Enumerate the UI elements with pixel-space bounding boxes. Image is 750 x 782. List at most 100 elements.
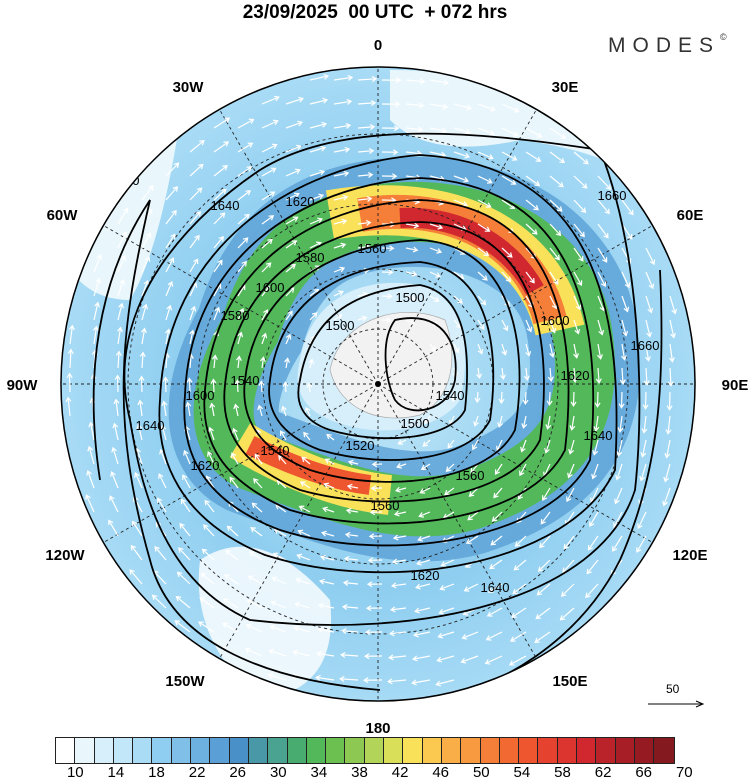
wind-arrow — [189, 163, 204, 177]
wind-arrow — [298, 505, 311, 513]
wind-arrow — [110, 470, 119, 489]
wind-arrow — [138, 375, 145, 393]
wind-arrow — [439, 583, 455, 591]
wind-arrow — [597, 223, 609, 239]
wind-arrow — [321, 530, 335, 537]
wind-arrow — [665, 415, 672, 435]
wind-arrow — [453, 127, 472, 135]
wind-arrow — [333, 290, 344, 297]
wind-arrow — [295, 577, 311, 585]
colorbar-swatch — [229, 738, 249, 763]
graticule — [61, 67, 695, 701]
wind-arrow — [211, 354, 218, 369]
wind-arrow — [333, 194, 349, 201]
colorbar-tick-label: 34 — [310, 764, 328, 781]
wind-arrow — [261, 119, 279, 129]
wind-arrow — [309, 97, 329, 105]
wind-arrow — [244, 647, 263, 657]
contour-label: 1560 — [456, 468, 485, 483]
wind-arrow — [333, 314, 343, 321]
contour-label: 1660 — [631, 338, 660, 353]
wind-arrow — [381, 317, 392, 324]
wind-arrow — [306, 382, 313, 393]
wind-arrow — [114, 374, 121, 393]
wind-arrow — [477, 127, 495, 136]
wind-arrow — [117, 302, 125, 321]
wind-arrow — [662, 487, 671, 507]
wind-arrow — [405, 222, 420, 229]
wind-arrow — [573, 199, 587, 214]
wind-arrow — [525, 343, 532, 357]
wind-vectors — [65, 73, 678, 687]
wind-arrow — [501, 151, 518, 161]
wind-arrow — [226, 525, 239, 537]
wind-arrow — [537, 559, 551, 572]
wind-arrow — [199, 597, 215, 609]
wind-arrow — [301, 456, 311, 465]
colorbar-tick-label: 14 — [107, 764, 125, 781]
wind-arrow — [65, 396, 72, 417]
wind-arrow — [477, 247, 490, 257]
wind-arrow — [285, 144, 302, 153]
wind-arrow — [525, 175, 541, 187]
wind-arrow — [381, 173, 398, 180]
wind-arrow — [525, 199, 539, 211]
contour-label: 1600 — [256, 280, 285, 295]
wind-arrow — [113, 398, 120, 417]
contour-label: 1660 — [598, 188, 627, 203]
wind-arrow — [474, 391, 481, 404]
wind-arrow — [189, 139, 205, 153]
wind-arrow — [381, 245, 395, 252]
wind-arrow — [357, 219, 372, 226]
wind-arrow — [222, 598, 239, 609]
wind-arrow — [213, 141, 230, 153]
colorbar-swatch — [519, 738, 539, 763]
wind-arrow — [595, 367, 602, 384]
wind-arrow — [117, 278, 126, 297]
wind-arrow — [568, 439, 575, 455]
wind-arrow — [477, 343, 484, 355]
wind-arrow — [453, 175, 470, 183]
map-border — [60, 66, 696, 702]
wind-arrow — [491, 511, 503, 522]
wind-arrow — [521, 415, 528, 429]
wind-arrow — [207, 451, 215, 465]
wind-arrow — [326, 433, 335, 441]
wind-arrow — [429, 127, 448, 134]
wind-arrow — [229, 476, 239, 489]
wind-arrow — [437, 631, 455, 639]
colorbar-swatch — [287, 738, 307, 763]
wind-arrow — [369, 509, 383, 516]
wind-arrow — [333, 266, 346, 273]
wind-arrow — [269, 624, 287, 633]
contour-label: 1560 — [358, 241, 387, 256]
contour-label: 1520 — [346, 438, 375, 453]
wind-arrow — [132, 520, 143, 537]
wind-arrow — [368, 533, 383, 540]
colorbar-swatch — [345, 738, 365, 763]
wind-arrow — [237, 213, 250, 225]
wind-arrow — [566, 487, 575, 503]
contour-label: 1640 — [136, 418, 165, 433]
wind-arrow — [165, 257, 175, 273]
wind-arrow — [621, 271, 631, 289]
lon-label-120e: 120E — [672, 547, 707, 564]
colorbar-tick-label: 66 — [635, 764, 653, 781]
wind-arrow — [549, 127, 567, 139]
wind-arrow — [261, 191, 276, 201]
wind-arrow — [417, 535, 431, 542]
longitude-labels: 0 30E 60E 90E 120E 150E 180 150W 120W 90… — [7, 37, 749, 737]
wind-arrow — [66, 372, 73, 393]
wind-arrow — [180, 498, 191, 513]
colorbar-swatch — [480, 738, 500, 763]
wind-arrow — [429, 247, 443, 254]
wind-arrow — [213, 259, 223, 273]
wind-arrow — [619, 367, 626, 385]
wind-arrow — [93, 277, 102, 297]
wind-arrow — [501, 127, 519, 137]
wind-arrow — [189, 211, 202, 225]
wind-arrow — [210, 378, 217, 393]
wind-arrow — [178, 547, 191, 561]
colorbar-swatch — [596, 738, 616, 763]
wind-arrow — [213, 117, 231, 129]
